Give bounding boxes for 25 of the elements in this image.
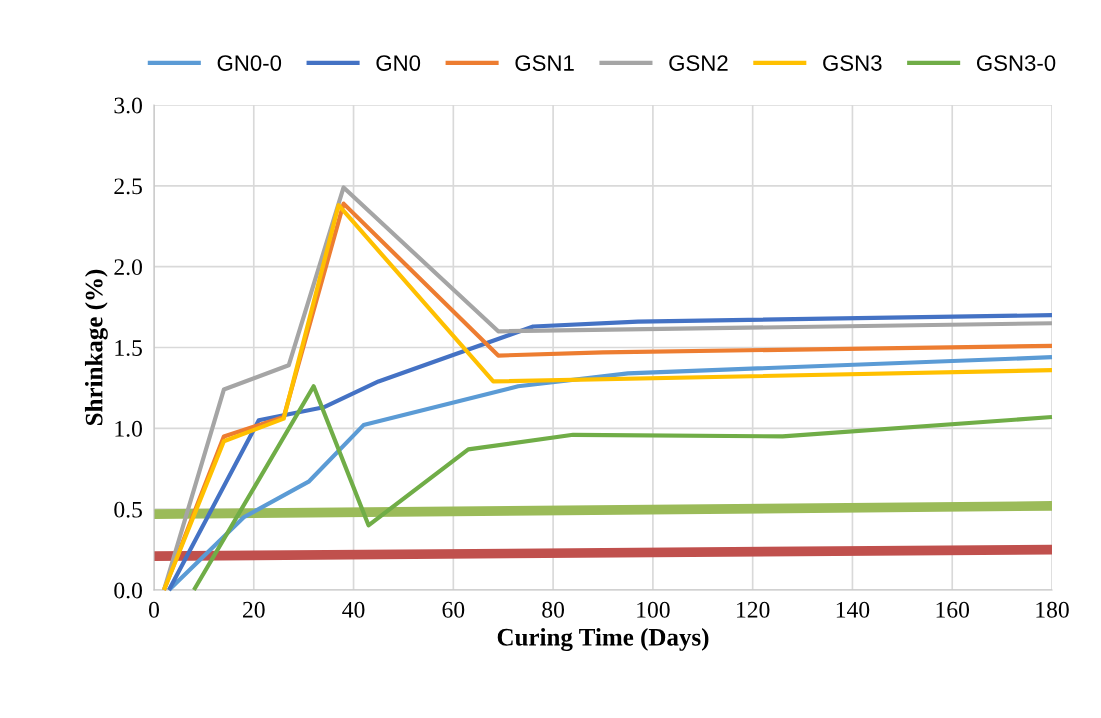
legend-label: GSN3-0: [976, 55, 1056, 71]
legend-label: GN0: [376, 55, 421, 71]
legend-label: GSN2: [669, 55, 728, 71]
x-tick-label: 100: [637, 601, 670, 618]
legend-label: GSN1: [515, 55, 574, 71]
y-tick-label: 1.5: [115, 340, 142, 357]
y-tick-label: 0.5: [114, 501, 142, 518]
x-tick-label: 40: [342, 601, 365, 618]
x-axis-title: Curing Time (Days): [497, 628, 709, 651]
y-axis-title: Shrinkage (%): [84, 269, 108, 425]
x-tick-label: 60: [442, 601, 465, 618]
y-tick-label: 3.0: [114, 97, 142, 114]
x-tick-label: 120: [737, 601, 770, 618]
x-tick-label: 20: [243, 601, 265, 618]
y-tick-label: 2.5: [114, 178, 142, 195]
y-tick-label: 1.0: [115, 420, 142, 437]
y-tick-label: 0.0: [114, 582, 142, 599]
x-tick-label: 0: [149, 601, 159, 618]
legend-label: GSN3: [823, 55, 882, 71]
x-tick-label: 180: [1036, 601, 1069, 618]
y-tick-label: 2.0: [114, 259, 142, 276]
x-tick-label: 140: [836, 601, 870, 618]
x-tick-label: 80: [542, 601, 565, 618]
x-tick-label: 160: [936, 601, 970, 618]
legend-label: GN0-0: [217, 55, 282, 71]
